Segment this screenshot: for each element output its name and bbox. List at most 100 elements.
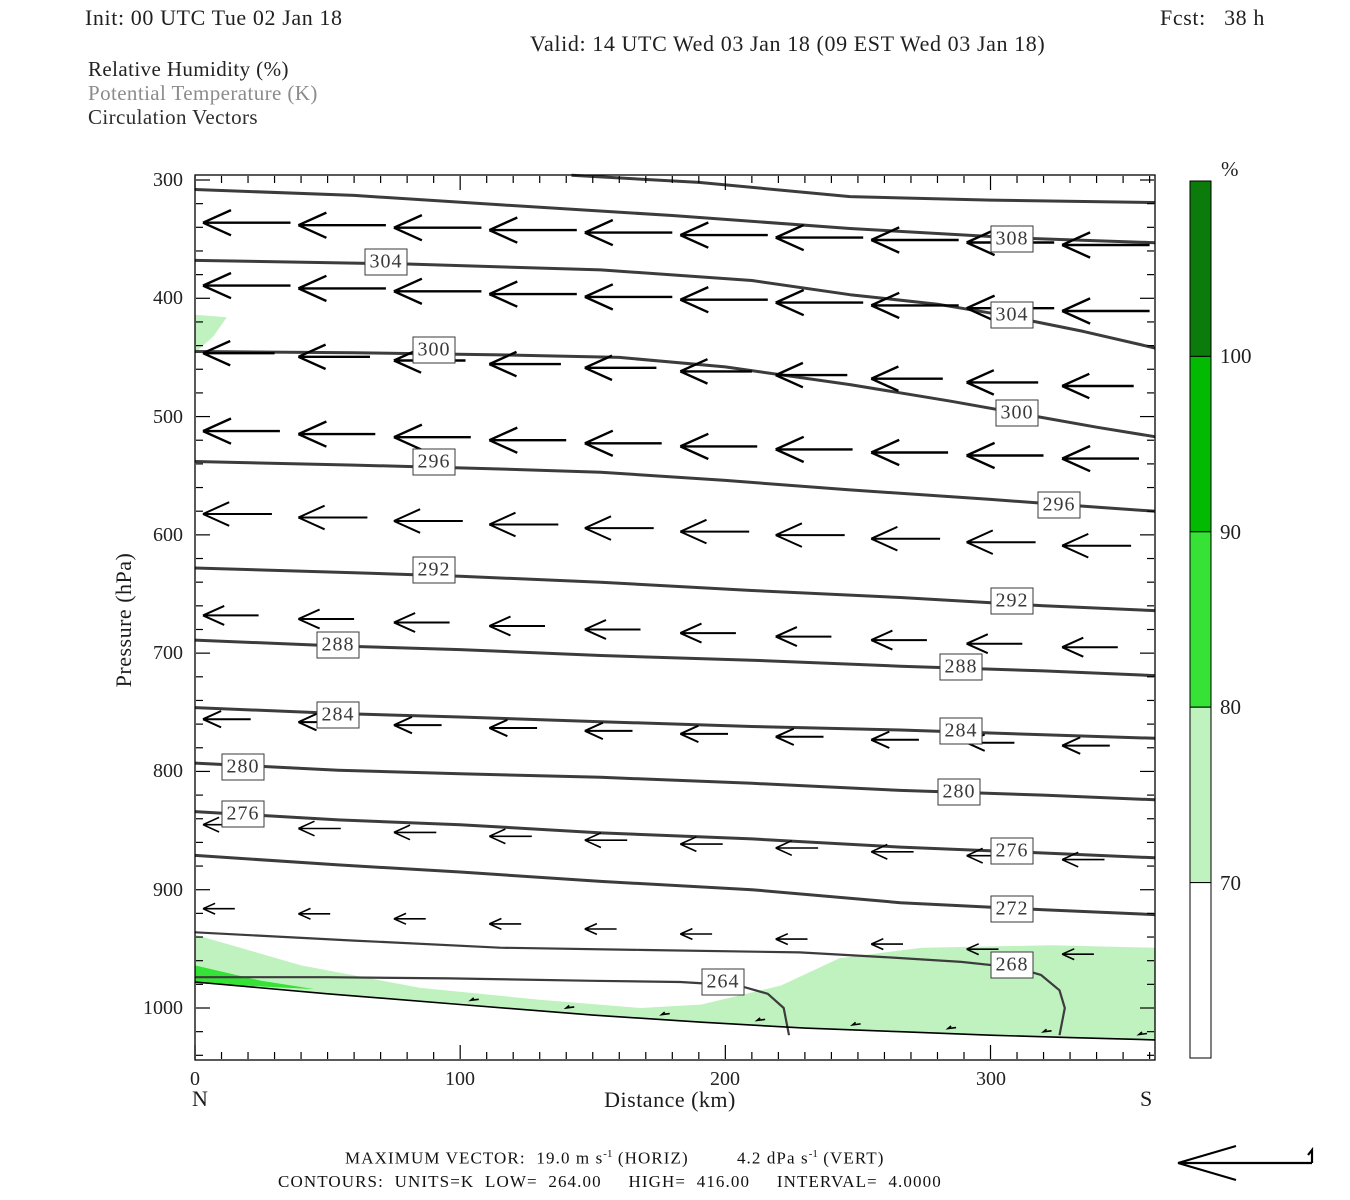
circulation-vector-arrow: [679, 358, 752, 385]
rh-shading-region: [195, 965, 315, 990]
circulation-vector-arrow: [297, 712, 347, 732]
circulation-vector-arrow: [393, 824, 437, 841]
rh-shading-region: [195, 314, 227, 353]
circulation-vector-arrow: [202, 604, 259, 626]
max-vector-caption: MAXIMUM VECTOR: 19.0 m s-1 (HORIZ) 4.2 d…: [345, 1148, 885, 1169]
circulation-vector-arrow: [584, 832, 628, 849]
circulation-vector-arrow: [298, 820, 341, 837]
contour-line-304: [194, 258, 1156, 350]
circulation-vector-arrow: [679, 518, 750, 545]
contour-line-308: [194, 188, 1155, 245]
field-potential-temperature: Potential Temperature (K): [88, 81, 318, 105]
circulation-vector-arrow: [202, 339, 275, 367]
reference-vector-arrow: [1177, 1144, 1314, 1182]
circulation-vector-arrow: [870, 365, 943, 392]
circulation-vector-arrow: [966, 733, 1015, 752]
contour-line-272: [194, 853, 1155, 917]
circulation-vector-arrow: [584, 218, 673, 247]
circulation-vector-arrow: [297, 274, 386, 303]
circulation-vector-arrow: [966, 529, 1036, 555]
circulation-vector-arrow: [393, 423, 471, 451]
circulation-vector-arrow: [202, 209, 291, 237]
contour-line-276: [194, 810, 1155, 860]
circulation-vector-arrow: [202, 271, 291, 300]
circulation-vector-arrow: [1061, 444, 1139, 473]
contour-line-288: [194, 638, 1155, 678]
init-time-label: Init: 00 UTC Tue 02 Jan 18: [85, 5, 343, 30]
circulation-vector-arrow: [584, 721, 633, 741]
x-axis-title: Distance (km): [604, 1087, 736, 1112]
circulation-vector-arrow: [870, 525, 941, 552]
surface-vector-tick: [659, 1011, 670, 1016]
circulation-vector-arrow: [488, 615, 545, 637]
circulation-vector-arrow: [966, 369, 1039, 396]
circulation-vector-arrow: [488, 426, 567, 454]
circulation-vector-arrow: [584, 283, 673, 311]
circulation-vector-arrow: [584, 515, 654, 541]
circulation-vector-arrow: [775, 839, 819, 857]
circulation-vector-arrow: [775, 361, 848, 389]
circulation-vector-arrow: [1061, 231, 1150, 259]
circulation-vector-arrow: [775, 727, 824, 746]
circulation-vector-arrow: [1061, 297, 1150, 325]
contour-line-292: [194, 566, 1155, 613]
circulation-vector-arrow: [870, 291, 959, 320]
circulation-vector-arrow: [584, 354, 657, 382]
circulation-vector-arrow: [584, 922, 617, 936]
surface-vector-tick: [850, 1021, 861, 1027]
circulation-vector-arrow: [393, 612, 450, 633]
circulation-vector-arrow: [584, 619, 641, 640]
circulation-vector-arrow: [488, 917, 522, 931]
field-relative-humidity: Relative Humidity (%): [88, 57, 289, 81]
surface-vector-tick: [468, 997, 479, 1002]
circulation-vector-arrow: [488, 718, 538, 738]
circulation-vector-arrow: [1061, 636, 1118, 658]
circulation-vector-arrow: [870, 937, 903, 951]
forecast-hour-label: Fcst: 38 h: [1160, 5, 1265, 30]
circulation-vector-arrow: [393, 214, 482, 242]
circulation-vector-arrow: [966, 228, 1055, 257]
circulation-vector-arrow: [488, 216, 577, 244]
surface-vector-tick: [1040, 1028, 1052, 1033]
circulation-vector-arrow: [1061, 532, 1132, 559]
north-endpoint-label: N: [192, 1086, 208, 1111]
circulation-vector-arrow: [966, 441, 1044, 470]
circulation-vector-arrow: [393, 715, 442, 735]
circulation-vector-arrow: [584, 429, 662, 457]
circulation-vector-arrow: [1061, 736, 1110, 755]
circulation-vector-arrow: [679, 836, 723, 853]
circulation-vector-arrow: [202, 417, 280, 445]
circulation-vector-arrow: [202, 902, 235, 915]
circulation-vector-arrow: [775, 223, 864, 252]
colorbar-segment: [1189, 180, 1212, 357]
valid-time-label: Valid: 14 UTC Wed 03 Jan 18 (09 EST Wed …: [530, 31, 1046, 56]
contour-line-300: [194, 350, 1156, 439]
circulation-vector-arrow: [966, 943, 999, 956]
rh-shading-region: [195, 934, 1155, 1040]
circulation-vector-arrow: [202, 501, 272, 527]
circulation-vector-arrow: [393, 912, 426, 925]
circulation-vector-arrow: [297, 343, 370, 371]
circulation-vector-arrow: [297, 420, 376, 448]
contour-line-264: [195, 976, 791, 1036]
circulation-vector-arrow: [679, 927, 713, 941]
max-vector-text: MAXIMUM VECTOR: 19.0 m s: [345, 1148, 604, 1168]
surface-vector-tick: [754, 1017, 766, 1022]
y-axis-title: Pressure (hPa): [111, 552, 136, 688]
circulation-vector-arrow: [870, 629, 927, 651]
contour-line-268: [194, 931, 1066, 1036]
circulation-vector-arrow: [679, 432, 758, 461]
contour-line-296: [194, 460, 1156, 513]
plot-border: [194, 174, 1156, 1061]
circulation-vector-arrow: [775, 626, 832, 648]
circulation-vector-arrow: [870, 226, 959, 254]
surface-vector-tick: [945, 1025, 957, 1030]
colorbar-segment: [1189, 531, 1212, 708]
circulation-vector-arrow: [298, 907, 331, 920]
circulation-vector-arrow: [870, 843, 914, 860]
vert-vector-text: 4.2 dPa s: [736, 1148, 809, 1168]
circulation-vector-arrow: [679, 622, 736, 644]
circulation-vector-arrow: [202, 816, 246, 833]
vert-exponent: -1: [808, 1148, 818, 1160]
